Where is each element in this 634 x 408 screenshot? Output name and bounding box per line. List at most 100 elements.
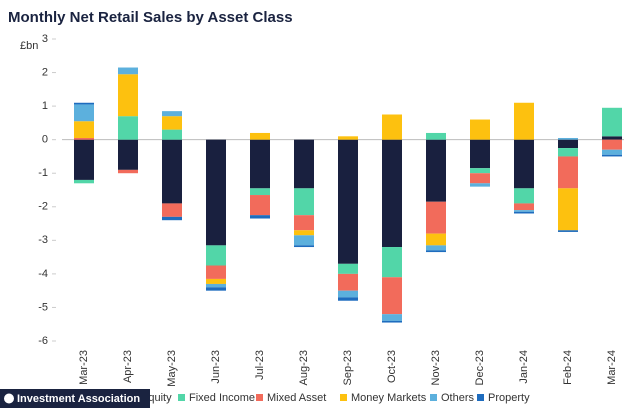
y-tick-label: -2 xyxy=(38,201,48,213)
bar-segment xyxy=(514,203,534,211)
bar-segment xyxy=(74,104,94,122)
x-tick-label: Mar-24 xyxy=(606,350,618,385)
bar-segment xyxy=(382,247,402,278)
bar-segment xyxy=(470,168,490,174)
bar-segment xyxy=(250,132,270,140)
bar-segment xyxy=(206,245,226,266)
bar-segment xyxy=(294,245,314,248)
footer-text: Investment Association xyxy=(17,393,140,405)
x-tick-label: Dec-23 xyxy=(474,350,486,385)
bar-segment xyxy=(470,183,490,187)
y-tick-label: -5 xyxy=(38,301,48,313)
bar-segment xyxy=(338,263,358,274)
bar-segment xyxy=(250,215,270,219)
bar-segment xyxy=(294,188,314,216)
legend-swatch xyxy=(430,394,437,401)
legend-swatch xyxy=(178,394,185,401)
chart-title: Monthly Net Retail Sales by Asset Class xyxy=(8,9,293,26)
bar-segment xyxy=(514,139,534,189)
bar-segment xyxy=(514,102,534,140)
bar-segment xyxy=(602,136,622,140)
bar-segment xyxy=(426,132,446,140)
footer-logo xyxy=(4,393,14,404)
legend-label: Money Markets xyxy=(351,392,427,404)
bar-segment xyxy=(118,139,138,170)
y-axis-label: £bn xyxy=(20,40,38,52)
legend-label: Others xyxy=(441,392,475,404)
bar-segment xyxy=(470,173,490,184)
bar-segment xyxy=(338,139,358,264)
y-tick-label: -6 xyxy=(38,335,48,347)
bar-segment xyxy=(206,287,226,291)
bar-segment xyxy=(602,139,622,150)
bar-segment xyxy=(74,137,94,140)
bar-segment xyxy=(558,156,578,189)
bar-segment xyxy=(118,116,138,140)
bar-segment xyxy=(558,137,578,140)
bar-segment xyxy=(162,111,182,117)
bar-segment xyxy=(162,139,182,204)
x-tick-label: Oct-23 xyxy=(386,350,398,383)
y-tick-label: 2 xyxy=(42,66,48,78)
x-tick-label: Sep-23 xyxy=(342,350,354,385)
x-tick-label: Jan-24 xyxy=(518,350,530,384)
x-tick-label: Jun-23 xyxy=(210,350,222,384)
bar-segment xyxy=(382,139,402,248)
bar-segment xyxy=(162,216,182,221)
bar-segment xyxy=(426,201,446,234)
bar-segment xyxy=(602,107,622,137)
y-tick-label: -1 xyxy=(38,167,48,179)
bar-segment xyxy=(514,210,534,212)
bar-segment xyxy=(206,139,226,246)
bar-segment xyxy=(250,139,270,189)
bar-segment xyxy=(602,149,622,155)
x-tick-label: May-23 xyxy=(166,350,178,387)
x-tick-label: Nov-23 xyxy=(430,350,442,385)
bar-segment xyxy=(162,116,182,130)
bar-segment xyxy=(338,290,358,298)
bar-segment xyxy=(470,119,490,140)
bar-segment xyxy=(118,74,138,117)
bar-segment xyxy=(470,139,490,169)
legend-swatch xyxy=(477,394,484,401)
y-tick-label: -3 xyxy=(38,234,48,246)
footer-banner xyxy=(0,389,150,408)
bar-segment xyxy=(162,129,182,140)
x-tick-label: Aug-23 xyxy=(298,350,310,385)
x-tick-label: Jul-23 xyxy=(254,350,266,380)
bar-segment xyxy=(294,215,314,231)
x-tick-label: Apr-23 xyxy=(122,350,134,383)
legend-label: Mixed Asset xyxy=(267,392,326,404)
bar-segment xyxy=(558,139,578,149)
bar-segment xyxy=(206,283,226,288)
y-tick-label: -4 xyxy=(38,268,48,280)
bar-segment xyxy=(338,297,358,301)
bar-segment xyxy=(74,179,94,184)
bar-segment xyxy=(74,139,94,180)
legend-label: Fixed Income xyxy=(189,392,255,404)
bar-segment xyxy=(382,114,402,140)
legend-swatch xyxy=(256,394,263,401)
bar-segment xyxy=(118,169,138,174)
bar-segment xyxy=(118,67,138,75)
bar-segment xyxy=(294,230,314,236)
bar-segment xyxy=(74,102,94,105)
bar-segment xyxy=(382,320,402,323)
bar-segment xyxy=(338,136,358,140)
y-tick-label: 1 xyxy=(42,100,48,112)
bar-segment xyxy=(382,314,402,321)
bar-segment xyxy=(382,277,402,315)
bar-segment xyxy=(294,235,314,246)
bar-segment xyxy=(206,278,226,284)
bar-segment xyxy=(602,154,622,157)
bar-segment xyxy=(426,250,446,253)
bar-segment xyxy=(426,233,446,246)
bar-segment xyxy=(558,148,578,157)
y-tick-label: 0 xyxy=(42,134,48,146)
y-tick-label: 3 xyxy=(42,33,48,45)
bar-segment xyxy=(250,195,270,216)
bar-segment xyxy=(558,188,578,231)
bar-segment xyxy=(338,273,358,291)
